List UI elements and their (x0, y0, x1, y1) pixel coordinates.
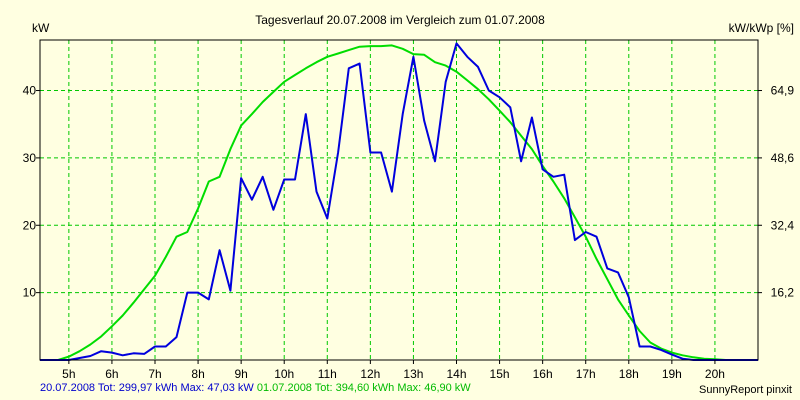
series1-summary: 20.07.2008 Tot: 299,97 kWh Max: 47,03 kW (40, 382, 254, 394)
series2-summary: 01.07.2008 Tot: 394,60 kWh Max: 46,90 kW (256, 382, 471, 394)
y-tick-label-left: 30 (23, 151, 37, 165)
y-tick-label-right: 32,4 (771, 218, 795, 232)
y-tick-label-right: 16,2 (771, 286, 795, 300)
x-tick-label: 9h (234, 367, 247, 381)
series-line-2 (40, 44, 758, 361)
x-tick-label: 20h (705, 367, 725, 381)
y-axis-label-left: kW (32, 21, 50, 35)
x-tick-label: 14h (446, 367, 466, 381)
x-tick-label: 10h (274, 367, 294, 381)
line-chart: 5h 6h 7h 8h 9h 10h 11h 12h 13h 14h 15h 16h 17h 18h 19h… (23, 13, 795, 381)
chart-footer: 20.07.2008 Tot: 299,97 kWh Max: 47,03 kW… (40, 382, 471, 394)
x-tick-label: 12h (360, 367, 380, 381)
y-tick-label-right: 64,9 (771, 84, 795, 98)
x-tick-label: 6h (105, 367, 118, 381)
x-tick-label: 18h (619, 367, 639, 381)
x-tick-label: 13h (403, 367, 423, 381)
tick-labels: 5h 6h 7h 8h 9h 10h 11h 12h 13h 14h 15h 16h 17h 18h 19h… (23, 84, 795, 381)
x-tick-label: 17h (576, 367, 596, 381)
series-group (40, 42, 758, 361)
plot-area (39, 39, 759, 361)
x-tick-label: 5h (62, 367, 75, 381)
x-tick-label: 16h (533, 367, 553, 381)
series-line-1 (40, 42, 758, 361)
y-tick-label-right: 48,6 (771, 151, 795, 165)
y-axis-label-right: kW/kWp [%] (729, 21, 794, 35)
credit-text: SunnyReport pinxit (699, 384, 792, 396)
x-tick-label: 7h (148, 367, 161, 381)
y-tick-label-left: 10 (23, 286, 37, 300)
x-tick-label: 8h (191, 367, 204, 381)
x-tick-label: 15h (490, 367, 510, 381)
y-tick-label-left: 20 (23, 218, 37, 232)
y-tick-label-left: 40 (23, 84, 37, 98)
chart-title: Tagesverlauf 20.07.2008 im Vergleich zum… (255, 13, 545, 27)
grid (40, 40, 758, 360)
x-tick-label: 11h (318, 367, 337, 381)
x-tick-label: 19h (662, 367, 682, 381)
plot-border (39, 39, 759, 361)
